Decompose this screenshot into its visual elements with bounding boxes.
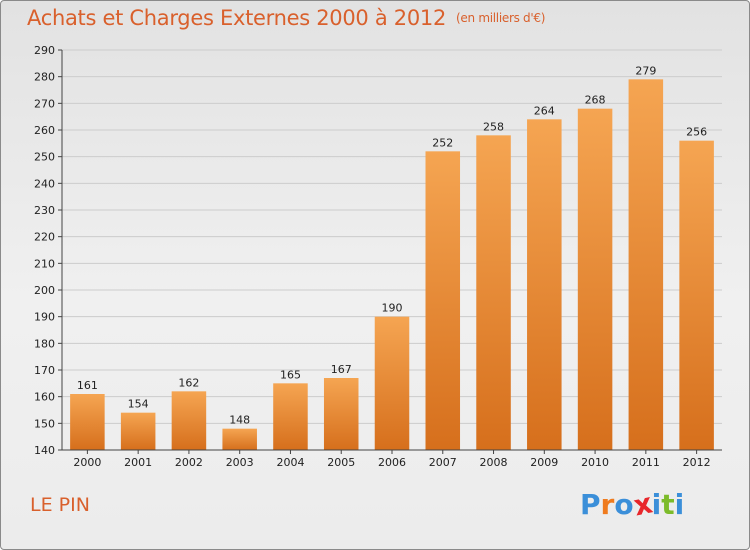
proxiti-logo: Proxiti xyxy=(580,486,685,522)
bar-2001 xyxy=(120,412,156,450)
data-label-2005: 167 xyxy=(331,363,352,376)
logo-letter: o xyxy=(614,488,634,521)
logo-letter: t xyxy=(661,488,675,521)
data-label-2002: 162 xyxy=(178,376,199,389)
bars xyxy=(70,79,714,451)
bar-2008 xyxy=(476,135,511,451)
data-label-2012: 256 xyxy=(686,126,707,139)
bar-2012 xyxy=(679,140,714,450)
y-tick-label: 210 xyxy=(34,257,55,270)
bar-2010 xyxy=(577,108,613,451)
data-label-2004: 165 xyxy=(280,368,301,381)
y-tick-label: 190 xyxy=(34,311,55,324)
logo-letter: P xyxy=(580,488,601,521)
y-tick-label: 170 xyxy=(34,364,55,377)
data-label-2003: 148 xyxy=(229,414,250,427)
bar-2006 xyxy=(374,316,410,450)
logo-letter: i xyxy=(651,488,662,521)
x-tick-label-2001: 2001 xyxy=(124,456,152,469)
x-tick-label-2012: 2012 xyxy=(683,456,711,469)
x-tick-label-2006: 2006 xyxy=(378,456,406,469)
bar-2002 xyxy=(171,391,207,450)
x-tick-label-2002: 2002 xyxy=(175,456,203,469)
x-tick-label-2009: 2009 xyxy=(530,456,558,469)
logo-letter: i xyxy=(674,488,685,521)
bar-2011 xyxy=(628,79,664,450)
y-tick-label: 230 xyxy=(34,204,55,217)
x-tick-label-2004: 2004 xyxy=(276,456,304,469)
logo-letter: r xyxy=(600,488,615,521)
bar-2005 xyxy=(323,378,359,450)
axes: 140 150 160 170 180 190 200 210 220 230 240 250 260 2… xyxy=(34,44,722,469)
x-tick-label-2007: 2007 xyxy=(429,456,457,469)
y-tick-label: 280 xyxy=(34,71,55,84)
x-tick-label-2000: 2000 xyxy=(73,456,101,469)
bar-2004 xyxy=(273,383,308,450)
data-label-2007: 252 xyxy=(432,136,453,149)
data-label-2011: 279 xyxy=(635,64,656,77)
bar-2009 xyxy=(527,119,562,450)
x-tick-label-2008: 2008 xyxy=(480,456,508,469)
data-label-2000: 161 xyxy=(77,379,98,392)
y-tick-label: 200 xyxy=(34,284,55,297)
data-label-2008: 258 xyxy=(483,120,504,133)
y-tick-label: 220 xyxy=(34,231,55,244)
y-tick-label: 180 xyxy=(34,337,55,350)
x-tick-label-2003: 2003 xyxy=(226,456,254,469)
x-tick-label-2010: 2010 xyxy=(581,456,609,469)
data-label-2001: 154 xyxy=(128,398,149,411)
y-tick-label: 270 xyxy=(34,97,55,110)
y-tick-label: 140 xyxy=(34,444,55,457)
bar-2000 xyxy=(70,394,105,450)
x-tick-label-2005: 2005 xyxy=(327,456,355,469)
data-label-2009: 264 xyxy=(534,104,555,117)
x-tick-label-2011: 2011 xyxy=(632,456,660,469)
data-label-2006: 190 xyxy=(382,302,403,315)
bar-2007 xyxy=(425,151,461,451)
chart-title: Achats et Charges Externes 2000 à 2012 (e… xyxy=(27,6,545,30)
y-tick-label: 240 xyxy=(34,177,55,190)
y-tick-label: 150 xyxy=(34,417,55,430)
y-tick-label: 260 xyxy=(34,124,55,137)
chart-subtitle: (en milliers d'€) xyxy=(456,11,546,25)
bar-2003 xyxy=(222,428,257,450)
y-tick-label: 160 xyxy=(34,391,55,404)
y-tick-label: 290 xyxy=(34,44,55,57)
place-name: LE PIN xyxy=(30,494,90,516)
y-tick-label: 250 xyxy=(34,151,55,164)
data-labels: 161 154 162 148 165 167 190 252 258 264 268 279 256 xyxy=(77,64,707,426)
data-label-2010: 268 xyxy=(585,94,606,107)
chart-title-text: Achats et Charges Externes 2000 à 2012 xyxy=(27,6,447,30)
